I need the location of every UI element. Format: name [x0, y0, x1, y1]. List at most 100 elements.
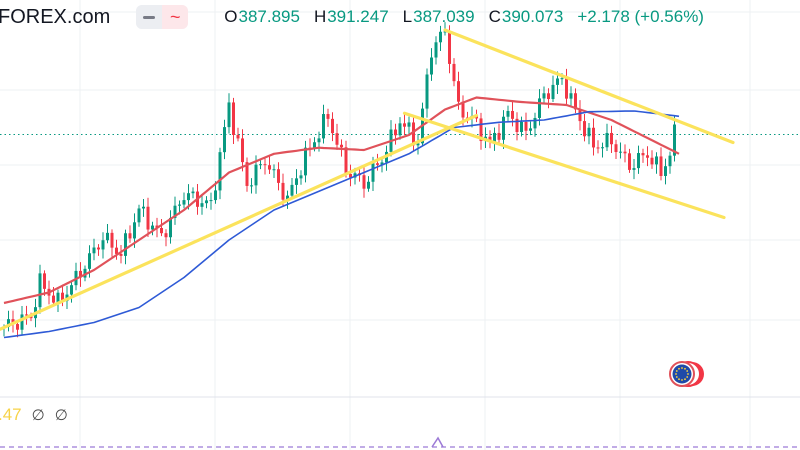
candle-body-119 — [538, 98, 541, 118]
candle-body-131 — [592, 127, 595, 148]
close-label: C — [488, 7, 501, 26]
trendline-0 — [0, 113, 479, 331]
candle-body-108 — [488, 136, 492, 142]
candle-body-62 — [281, 182, 285, 200]
candle-body-87 — [394, 129, 397, 136]
collapse-button[interactable] — [136, 5, 163, 29]
wave-icon[interactable]: ~ — [162, 5, 189, 29]
candle-body-73 — [331, 118, 334, 134]
candle-body-95 — [430, 57, 433, 75]
candle-body-20 — [92, 247, 96, 254]
candle-body-63 — [286, 195, 289, 200]
candle-body-117 — [529, 128, 532, 131]
candle-body-140 — [632, 168, 636, 170]
indicator-na-2: ∅ — [54, 407, 68, 424]
candle-body-39 — [178, 204, 181, 206]
candle-body-54 — [245, 162, 249, 186]
candle-body-61 — [277, 169, 280, 183]
candle-body-111 — [502, 116, 505, 140]
candle-body-23 — [106, 232, 109, 241]
candle-body-148 — [668, 155, 672, 167]
candle-body-141 — [637, 153, 640, 169]
eu-star-5 — [675, 376, 678, 378]
candle-body-21 — [97, 247, 100, 250]
candle-body-102 — [461, 101, 465, 118]
candle-body-130 — [587, 127, 591, 137]
candle-body-135 — [610, 132, 613, 145]
candle-body-114 — [515, 118, 519, 133]
candle-body-69 — [313, 142, 316, 148]
candle-body-77 — [349, 173, 352, 178]
candle-body-57 — [259, 164, 262, 166]
eu-flag-disc — [672, 364, 692, 384]
candle-body-32 — [146, 206, 150, 230]
candle-body-13 — [61, 292, 64, 302]
candle-body-46 — [209, 200, 213, 202]
candle-body-98 — [443, 31, 447, 33]
candle-body-48 — [218, 152, 222, 191]
low-label: L — [402, 7, 413, 26]
indicator-legend: .47 ∅ ∅ — [0, 404, 78, 426]
candle-body-138 — [623, 151, 627, 154]
high-value: 391.247 — [327, 7, 389, 26]
candle-body-47 — [214, 190, 217, 201]
candle-body-53 — [241, 138, 244, 163]
moving-average-fast — [3, 96, 680, 305]
candle-body-83 — [376, 163, 379, 165]
candle-body-118 — [533, 117, 537, 129]
candle-body-72 — [326, 114, 330, 119]
candle-body-17 — [79, 270, 82, 278]
candle-body-99 — [448, 31, 451, 64]
candle-body-40 — [182, 200, 186, 205]
candle-body-88 — [398, 123, 402, 136]
candle-body-115 — [520, 121, 523, 133]
candle-body-129 — [583, 121, 586, 137]
candle-body-49 — [223, 127, 226, 153]
candle-body-147 — [664, 166, 667, 176]
chart-controls: ~ — [136, 5, 189, 29]
candle-body-9 — [43, 273, 46, 289]
candle-body-31 — [142, 206, 145, 209]
eu-star-2 — [684, 378, 686, 381]
candle-body-92 — [416, 143, 420, 146]
candle-body-28 — [128, 233, 132, 239]
candle-body-122 — [551, 84, 555, 100]
candle-body-120 — [542, 93, 546, 99]
candle-body-146 — [659, 156, 663, 176]
candle-body-4 — [20, 314, 24, 330]
candle-body-116 — [524, 121, 528, 131]
candle-body-136 — [614, 144, 618, 153]
candle-body-100 — [452, 63, 456, 82]
candle-body-149 — [673, 124, 676, 156]
candle-body-42 — [191, 191, 195, 194]
candle-body-15 — [70, 285, 73, 295]
candle-body-5 — [25, 314, 28, 316]
candle-body-18 — [83, 268, 87, 278]
candle-body-106 — [479, 118, 483, 142]
open-value: 387.895 — [238, 7, 300, 26]
eu-flag-icon[interactable] — [662, 358, 708, 390]
candle-body-51 — [232, 102, 235, 135]
candle-body-127 — [574, 93, 577, 110]
change-value: +2.178 (+0.56%) — [577, 7, 704, 26]
symbol-source[interactable]: FOREX.com — [0, 5, 111, 28]
candle-body-19 — [88, 253, 91, 269]
candle-body-121 — [547, 93, 550, 100]
candle-body-137 — [619, 151, 622, 153]
candle-body-132 — [596, 147, 600, 149]
candle-body-11 — [52, 295, 55, 303]
eu-star-7 — [675, 370, 678, 372]
candle-body-112 — [506, 110, 510, 117]
candle-body-110 — [497, 132, 501, 140]
candle-body-124 — [560, 78, 564, 80]
candle-body-1 — [7, 319, 10, 327]
candle-body-8 — [38, 273, 42, 308]
candle-body-24 — [110, 232, 114, 248]
candle-body-126 — [569, 93, 573, 99]
candle-body-97 — [439, 31, 442, 43]
candle-body-64 — [290, 184, 294, 196]
eu-stars — [675, 367, 689, 381]
indicator-na-1: ∅ — [31, 407, 45, 424]
